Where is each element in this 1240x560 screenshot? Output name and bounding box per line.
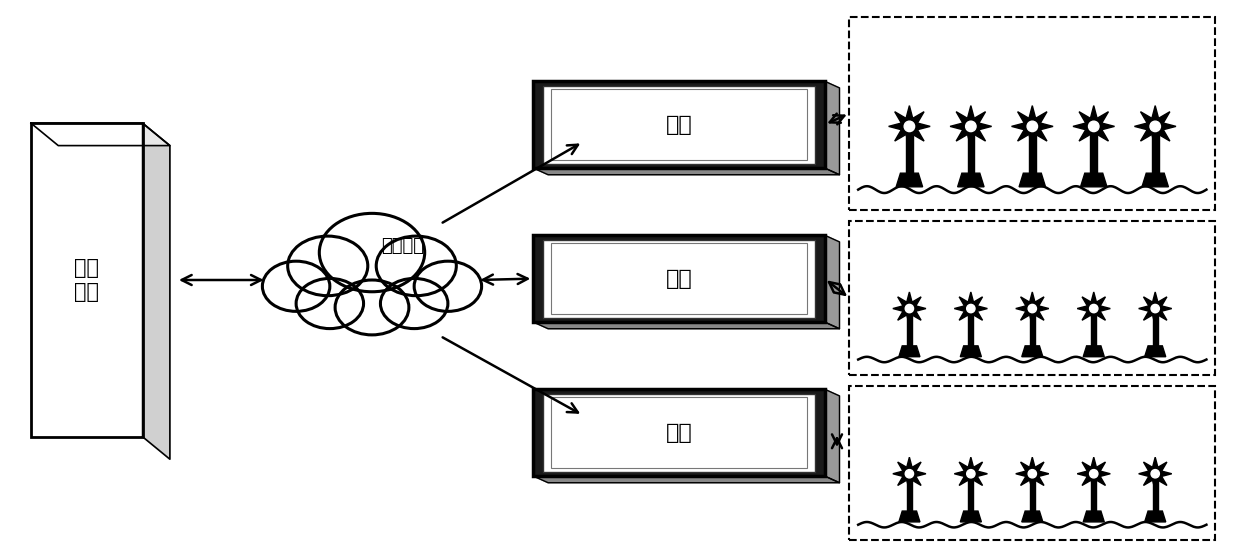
Ellipse shape [1149, 121, 1161, 132]
Polygon shape [1091, 480, 1096, 511]
Polygon shape [899, 511, 920, 522]
Polygon shape [960, 511, 981, 522]
Bar [543, 86, 815, 164]
Polygon shape [889, 106, 930, 147]
Text: 组站: 组站 [666, 115, 692, 134]
Polygon shape [1084, 511, 1105, 522]
Polygon shape [1152, 480, 1158, 511]
Polygon shape [1022, 511, 1043, 522]
Polygon shape [897, 173, 923, 187]
Polygon shape [950, 106, 992, 147]
Polygon shape [1091, 315, 1096, 346]
Ellipse shape [376, 236, 456, 296]
Polygon shape [825, 235, 839, 329]
Polygon shape [906, 315, 913, 346]
Polygon shape [1145, 346, 1166, 357]
Ellipse shape [1151, 470, 1159, 478]
Ellipse shape [414, 261, 481, 311]
Ellipse shape [263, 261, 330, 311]
Bar [533, 235, 825, 322]
Ellipse shape [1027, 121, 1038, 132]
Polygon shape [960, 346, 981, 357]
Ellipse shape [296, 278, 363, 329]
Bar [551, 397, 807, 468]
Polygon shape [1078, 292, 1110, 325]
Polygon shape [1090, 135, 1097, 173]
Text: 组站: 组站 [666, 423, 692, 442]
Ellipse shape [967, 470, 975, 478]
Polygon shape [1080, 173, 1107, 187]
Polygon shape [143, 123, 170, 459]
Bar [551, 89, 807, 160]
Ellipse shape [905, 305, 914, 312]
Polygon shape [1138, 457, 1172, 491]
Polygon shape [955, 292, 987, 325]
Polygon shape [533, 168, 839, 175]
Polygon shape [1145, 511, 1166, 522]
Ellipse shape [288, 236, 368, 296]
Polygon shape [1142, 173, 1168, 187]
Ellipse shape [1028, 470, 1037, 478]
Bar [31, 123, 143, 437]
Polygon shape [955, 457, 987, 491]
Polygon shape [533, 476, 839, 483]
Polygon shape [1078, 457, 1110, 491]
Polygon shape [533, 322, 839, 329]
Ellipse shape [1028, 305, 1037, 312]
Ellipse shape [966, 121, 976, 132]
Polygon shape [968, 480, 973, 511]
Polygon shape [1084, 346, 1105, 357]
Ellipse shape [904, 121, 915, 132]
Polygon shape [1022, 346, 1043, 357]
Ellipse shape [905, 470, 914, 478]
Ellipse shape [1151, 305, 1159, 312]
Bar [543, 394, 815, 472]
Ellipse shape [967, 305, 975, 312]
Ellipse shape [1090, 470, 1097, 478]
Polygon shape [1029, 315, 1035, 346]
Polygon shape [1019, 173, 1045, 187]
Text: 互联网络: 互联网络 [382, 237, 424, 255]
Polygon shape [825, 81, 839, 175]
Polygon shape [1016, 457, 1049, 491]
Polygon shape [1152, 135, 1158, 173]
Polygon shape [31, 123, 170, 146]
Bar [849, 386, 1215, 540]
Polygon shape [899, 346, 920, 357]
Polygon shape [1029, 135, 1035, 173]
Polygon shape [968, 315, 973, 346]
Polygon shape [1135, 106, 1176, 147]
Bar [533, 389, 825, 476]
Text: 组站: 组站 [666, 269, 692, 288]
Ellipse shape [335, 280, 409, 335]
Polygon shape [1029, 480, 1035, 511]
Polygon shape [1138, 292, 1172, 325]
Polygon shape [1016, 292, 1049, 325]
Ellipse shape [381, 278, 448, 329]
Text: 控制
终端: 控制 终端 [74, 258, 99, 302]
Bar [533, 81, 825, 168]
Polygon shape [906, 135, 913, 173]
Polygon shape [957, 173, 985, 187]
Ellipse shape [1090, 305, 1097, 312]
Bar [849, 221, 1215, 375]
Bar [849, 17, 1215, 210]
Polygon shape [893, 292, 926, 325]
Polygon shape [893, 457, 926, 491]
Polygon shape [1073, 106, 1115, 147]
Bar [543, 240, 815, 318]
Ellipse shape [320, 213, 424, 292]
Polygon shape [1012, 106, 1053, 147]
Polygon shape [906, 480, 913, 511]
Polygon shape [1152, 315, 1158, 346]
Polygon shape [825, 389, 839, 483]
Bar [551, 243, 807, 314]
Polygon shape [967, 135, 975, 173]
Ellipse shape [1089, 121, 1099, 132]
